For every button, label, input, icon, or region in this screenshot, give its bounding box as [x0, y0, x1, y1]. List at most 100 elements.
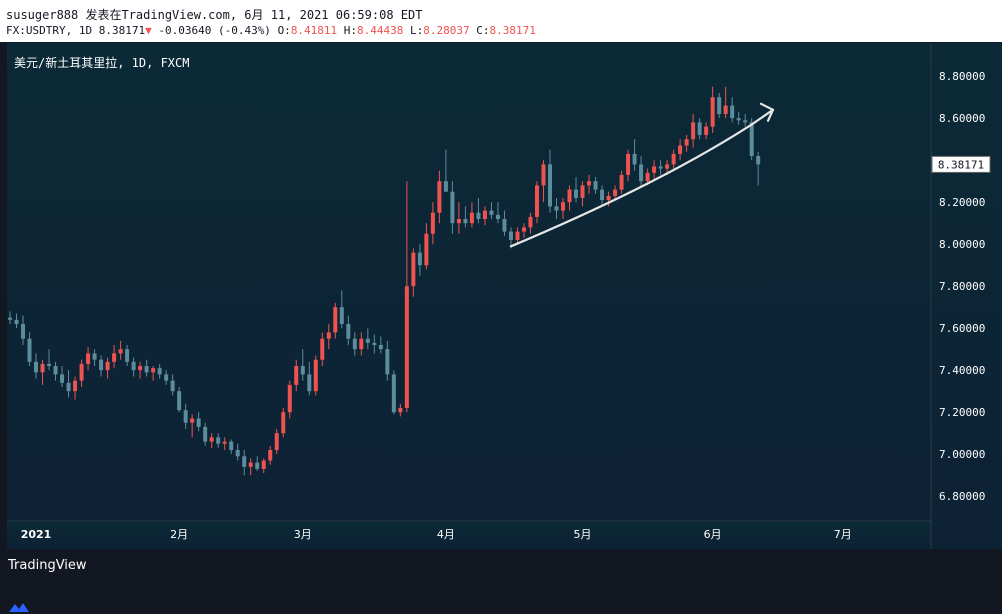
candle-body [248, 462, 253, 467]
x-tick-label: 2月 [170, 528, 188, 541]
candle-body [235, 450, 240, 457]
candle-body [255, 462, 260, 469]
candle-body [508, 231, 513, 240]
x-tick-label: 2021 [21, 528, 52, 541]
close-label: C: [476, 24, 490, 37]
candle-body [736, 118, 741, 121]
candle-body [326, 332, 331, 339]
candle-body [8, 317, 12, 320]
last-price-marker: 8.38171 [931, 155, 991, 173]
candle-body [118, 349, 123, 354]
candle-body [547, 164, 552, 207]
candle-body [27, 338, 32, 362]
interval-label: 1D [78, 24, 93, 37]
candle-body [469, 212, 474, 224]
candle-body [365, 338, 370, 343]
candle-body [743, 120, 748, 123]
y-tick-label: 7.00000 [939, 448, 985, 461]
candle-body [352, 338, 357, 350]
high-label: H: [343, 24, 358, 37]
candle-body [704, 126, 709, 135]
candle-body [359, 338, 364, 350]
candle-body [300, 366, 305, 375]
candle-body [658, 166, 663, 169]
time-axis-area [7, 521, 931, 549]
candle-body [60, 374, 65, 383]
candle-body [730, 105, 735, 119]
candle-body [626, 153, 631, 175]
x-tick-label: 6月 [704, 528, 722, 541]
candle-body [281, 412, 286, 434]
candle-body [443, 181, 448, 192]
trend-arrow-line [509, 108, 775, 248]
candle-body [222, 441, 227, 444]
x-tick-label: 7月 [834, 528, 852, 541]
candle-body [53, 366, 58, 375]
candle-body [294, 366, 299, 385]
x-tick-label: 3月 [294, 528, 312, 541]
candle-body [21, 324, 26, 339]
price-chart[interactable]: 美元/新土耳其里拉, 1D, FXCM 6.80000 7.00000 7.2000… [0, 42, 1002, 550]
candle-body [14, 319, 19, 324]
candle-body [437, 181, 442, 213]
chart-title: 美元/新土耳其里拉, 1D, FXCM [14, 55, 189, 70]
candle-body [684, 139, 689, 146]
price-axis-area [931, 43, 1002, 549]
low-label: L: [410, 24, 424, 37]
candle-body [541, 164, 546, 186]
tradingview-brand-name: TradingView [8, 558, 87, 573]
x-axis-ticks: 2021 2月 3月 4月 5月 6月 7月 [21, 528, 852, 541]
candle-body [34, 361, 39, 373]
candle-body [632, 153, 637, 165]
candle-body [320, 338, 325, 360]
candle-body [613, 189, 618, 196]
candle-body [183, 410, 188, 423]
candle-body [274, 433, 279, 450]
candle-body [131, 361, 136, 371]
candle-body [346, 324, 351, 339]
candle-body [580, 185, 585, 198]
candle-body [476, 212, 481, 219]
candle-body [125, 349, 130, 362]
open-label: O: [277, 24, 291, 37]
candle-body [645, 172, 650, 182]
candle-body [587, 181, 592, 186]
down-arrow-icon: ▼ [145, 24, 152, 37]
candle-body [430, 212, 435, 234]
candle-body [710, 97, 715, 127]
tradingview-brand[interactable]: TradingView [8, 558, 87, 612]
x-tick-label: 4月 [437, 528, 455, 541]
y-tick-label: 6.80000 [939, 490, 985, 503]
candle-body [261, 460, 266, 469]
candle-body [671, 153, 676, 165]
candle-body [40, 363, 45, 373]
candle-body [515, 231, 520, 240]
candle-body [463, 219, 468, 224]
candle-body [177, 391, 182, 411]
candles [8, 86, 761, 476]
candle-body [242, 456, 247, 467]
candle-body [47, 363, 52, 366]
tradingview-logo-icon [9, 603, 29, 612]
candle-body [339, 307, 344, 324]
high-value: 8.44438 [357, 24, 404, 37]
candle-body [534, 185, 539, 217]
candle-body [717, 97, 722, 114]
candle-body [99, 359, 104, 371]
symbol-info-line: FX:USDTRY, 1D 8.38171▼ -0.03640 (-0.43%)… [6, 24, 536, 37]
y-tick-label: 8.60000 [939, 112, 985, 125]
candle-body [652, 166, 657, 173]
candle-body [606, 195, 611, 201]
candle-body [554, 206, 559, 211]
candle-body [411, 252, 416, 287]
candle-body [112, 353, 117, 362]
y-tick-label: 7.40000 [939, 364, 985, 377]
plot-area [7, 43, 931, 521]
candle-body [209, 437, 214, 442]
candle-body [639, 164, 644, 182]
candle-body [574, 189, 579, 198]
candle-body [665, 164, 670, 169]
candle-body [313, 359, 318, 392]
candle-body [756, 156, 761, 165]
candle-body [287, 384, 292, 413]
